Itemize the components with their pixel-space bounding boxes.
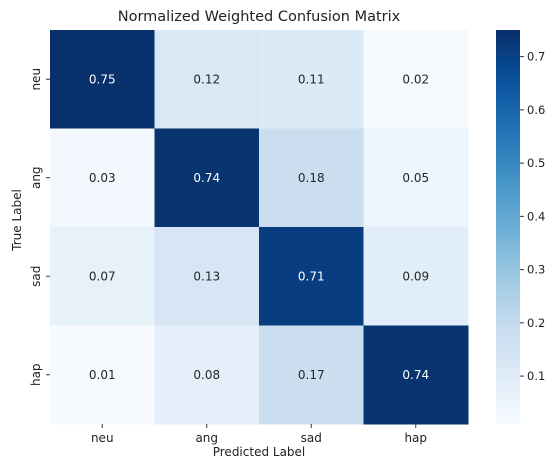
x-axis-ticks: neu ang sad hap	[91, 424, 427, 445]
heatmap-cell-hap-neu	[50, 325, 155, 425]
colorbar-tick-label: 0.5	[527, 156, 545, 170]
heatmap-cell-neu-sad	[259, 30, 364, 129]
heatmap-cell-neu-neu	[50, 30, 155, 129]
cell-value-label: 0.11	[298, 72, 325, 86]
heatmap-cell-sad-neu	[50, 227, 155, 326]
colorbar-tick-label: 0.4	[527, 209, 545, 223]
heatmap-cell-ang-sad	[259, 128, 364, 228]
cell-value-label: 0.02	[402, 72, 429, 86]
y-axis-title: True Label	[10, 189, 24, 252]
heatmap-cell-sad-hap	[363, 227, 469, 326]
x-tick-label-sad: sad	[301, 431, 322, 445]
cell-value-label: 0.18	[298, 171, 325, 185]
heatmap-cell-hap-sad	[259, 325, 364, 425]
heatmap-cell-neu-hap	[363, 30, 469, 129]
heatmap-cell-ang-hap	[363, 128, 469, 228]
cell-value-label: 0.74	[402, 368, 429, 382]
x-tick-label-ang: ang	[195, 431, 218, 445]
colorbar-tick-label: 0.6	[527, 103, 545, 117]
cell-value-label: 0.09	[402, 269, 429, 283]
y-axis-ticks: neu ang sad hap	[29, 68, 50, 386]
cell-value-label: 0.13	[193, 269, 220, 283]
heatmap-cell-ang-ang	[154, 128, 260, 228]
y-tick-label-hap: hap	[29, 363, 43, 386]
x-tick-label-neu: neu	[91, 431, 114, 445]
y-tick-label-ang: ang	[29, 166, 43, 189]
colorbar-tick-label: 0.3	[527, 263, 545, 277]
cell-value-label: 0.75	[89, 72, 116, 86]
heatmap-cell-hap-hap	[363, 325, 469, 425]
heatmap-cell-ang-neu	[50, 128, 155, 228]
heatmap-cell-labels: 0.75 0.12 0.11 0.02 0.03 0.74 0.18 0.05 0.07 0.13…	[89, 72, 429, 382]
x-tick-label-hap: hap	[404, 431, 427, 445]
colorbar: 0.1 0.2 0.3 0.4 0.5 0.6 0.7	[496, 30, 545, 424]
y-tick-label-neu: neu	[29, 68, 43, 91]
cell-value-label: 0.03	[89, 171, 116, 185]
heatmap-cells	[50, 30, 469, 425]
colorbar-tick-label: 0.2	[527, 316, 545, 330]
colorbar-tick-label: 0.7	[527, 50, 545, 64]
colorbar-tick-label: 0.1	[527, 369, 545, 383]
cell-value-label: 0.17	[298, 368, 325, 382]
chart-title: Normalized Weighted Confusion Matrix	[118, 9, 401, 25]
heatmap-cell-neu-ang	[154, 30, 260, 129]
cell-value-label: 0.07	[89, 269, 116, 283]
heatmap-cell-hap-ang	[154, 325, 260, 425]
cell-value-label: 0.12	[193, 72, 220, 86]
cell-value-label: 0.01	[89, 368, 116, 382]
colorbar-gradient	[496, 30, 520, 424]
heatmap-cell-sad-ang	[154, 227, 260, 326]
heatmap-cell-sad-sad	[259, 227, 364, 326]
y-tick-label-sad: sad	[29, 266, 43, 287]
x-axis-title: Predicted Label	[213, 445, 306, 459]
cell-value-label: 0.74	[193, 171, 220, 185]
cell-value-label: 0.71	[298, 269, 325, 283]
cell-value-label: 0.05	[402, 171, 429, 185]
cell-value-label: 0.08	[193, 368, 220, 382]
